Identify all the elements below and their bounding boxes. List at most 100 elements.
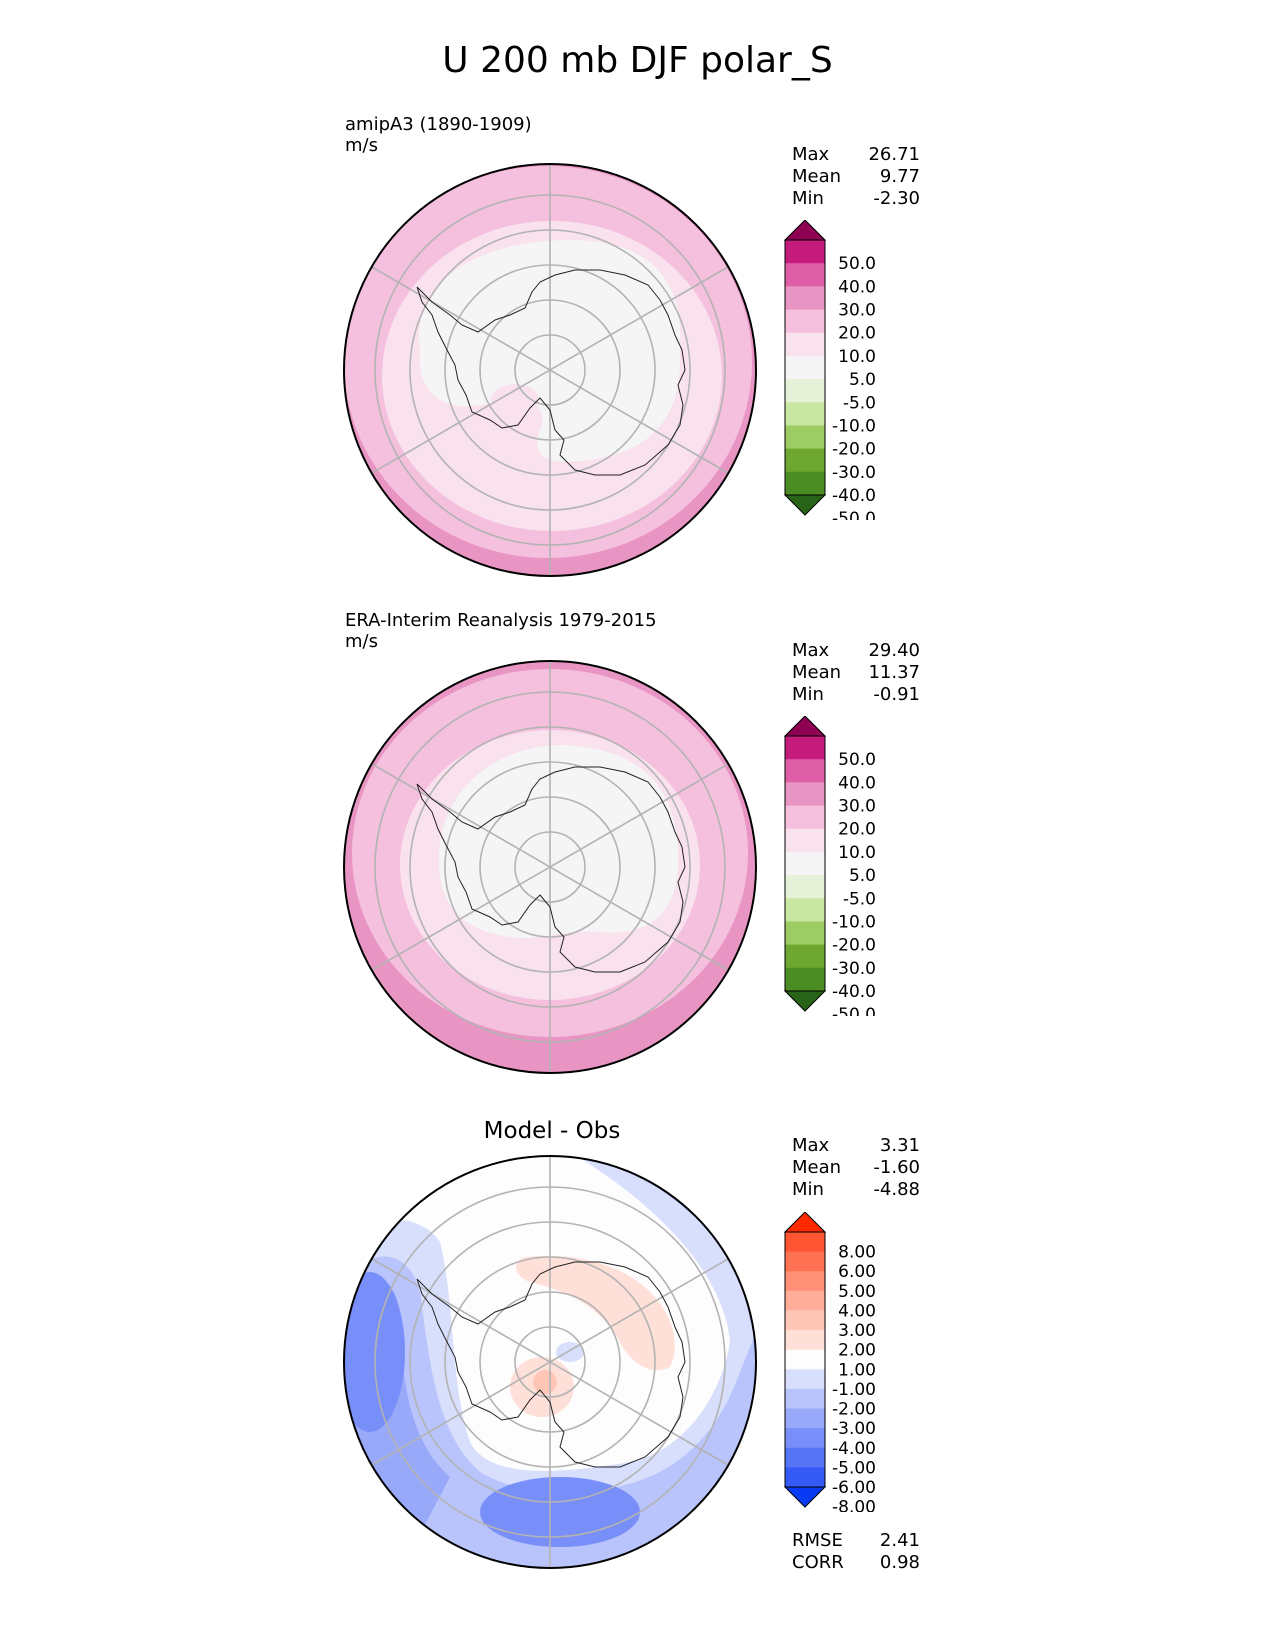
colorbar-extend-bottom (783, 1486, 827, 1508)
colorbar-swatch (785, 1310, 825, 1331)
colorbar-swatch (785, 1349, 825, 1370)
coastline (416, 1261, 686, 1468)
colorbar-tick-label: 5.00 (838, 1282, 876, 1302)
metric-corr: CORR 0.98 (792, 1552, 920, 1574)
colorbar-tick-label: 6.00 (838, 1262, 876, 1282)
stat-max: Max 26.71 (792, 144, 920, 166)
colorbar-swatch (785, 1369, 825, 1390)
colorbar-swatch (785, 875, 825, 899)
stat-label: Mean (792, 166, 842, 187)
colorbar-tick-label: -5.00 (832, 1458, 876, 1478)
colorbar-tick-label: 5.0 (849, 370, 876, 390)
map-gridlines (371, 661, 729, 1073)
colorbar-extend-top (783, 220, 827, 241)
colorbar-swatch (785, 1232, 825, 1253)
stat-value: 26.71 (868, 144, 920, 165)
colorbar-tick-label: -10.0 (832, 912, 876, 932)
panel2-stats: Max 29.40 Mean 11.37 Min -0.91 (792, 640, 920, 706)
panel2-colorbar: 50.0 40.0 30.0 20.0 10.0 5.0 -5.0 -10.0 -20.0 -30… (783, 716, 876, 1016)
stat-mean: Mean 9.77 (792, 166, 920, 188)
map-gridlines (371, 164, 729, 576)
colorbar-swatch (785, 944, 825, 969)
colorbar-swatch (785, 805, 825, 830)
contour-neg4-neg5 (344, 1272, 405, 1432)
panel1-stats: Max 26.71 Mean 9.77 Min -2.30 (792, 144, 920, 210)
colorbar-tick-label: 1.00 (838, 1360, 876, 1380)
colorbar-tick-label: 4.00 (838, 1301, 876, 1321)
colorbar-swatch (785, 332, 825, 357)
panel2-polar-map (343, 660, 757, 1074)
stat-min: Min -4.88 (792, 1179, 920, 1201)
stat-value: 9.77 (879, 166, 920, 187)
colorbar-swatch (785, 898, 825, 922)
colorbar-swatch (785, 448, 825, 473)
coastline (416, 766, 686, 973)
colorbar-swatch (785, 471, 825, 496)
colorbar-tick-label: -5.0 (843, 393, 876, 413)
colorbar-swatch (785, 736, 825, 760)
contour-neg5-5 (438, 745, 679, 939)
colorbar-swatch (785, 240, 825, 264)
panel2-title: ERA-Interim Reanalysis 1979-2015 m/s (345, 610, 657, 652)
panel2-title-text: ERA-Interim Reanalysis 1979-2015 (345, 610, 657, 631)
colorbar-outline (784, 735, 826, 992)
contour-pos1-2 (515, 1255, 675, 1371)
colorbar-tick-label: 20.0 (838, 324, 876, 344)
stat-min: Min -2.30 (792, 188, 920, 210)
panel3-polar-map (343, 1155, 757, 1569)
colorbar-swatch (785, 402, 825, 426)
colorbar-swatch (785, 1447, 825, 1468)
colorbar-tick-label: 30.0 (838, 301, 876, 321)
colorbar-tick-label: 20.0 (838, 820, 876, 840)
colorbar-extend-top (783, 1212, 827, 1233)
contour-5-10-inlet (491, 384, 539, 416)
colorbar-tick-label: -40.0 (832, 982, 876, 1002)
colorbar-tick-label: -4.00 (832, 1439, 876, 1459)
colorbar-outline (784, 239, 826, 496)
stat-mean: Mean 11.37 (792, 662, 920, 684)
stat-min: Min -0.91 (792, 684, 920, 706)
panel1-title-text: amipA3 (1890-1909) (345, 114, 532, 135)
colorbar-swatch (785, 1467, 825, 1488)
colorbar-swatch (785, 782, 825, 807)
colorbar-tick-label: -5.0 (843, 889, 876, 909)
colorbar-extend-bottom (783, 990, 827, 1012)
metric-rmse: RMSE 2.41 (792, 1530, 920, 1552)
colorbar-swatch (785, 1271, 825, 1292)
colorbar-swatch (785, 759, 825, 783)
colorbar-extend-top (783, 716, 827, 737)
stat-label: Max (792, 640, 830, 661)
colorbar-swatch (785, 286, 825, 311)
stat-label: Max (792, 144, 830, 165)
colorbar-swatch (785, 921, 825, 946)
stat-value: -4.88 (873, 1179, 920, 1200)
colorbar-tick-label: -20.0 (832, 936, 876, 956)
colorbar-tick-label: -40.0 (832, 486, 876, 506)
colorbar-swatch (785, 1290, 825, 1311)
colorbar-tick-label: -1.00 (832, 1380, 876, 1400)
colorbar-tick-label: -20.0 (832, 440, 876, 460)
colorbar-tick-label: -8.00 (832, 1498, 876, 1512)
figure-title: U 200 mb DJF polar_S (442, 40, 833, 81)
colorbar-swatch (785, 1408, 825, 1429)
panel3-metrics: RMSE 2.41 CORR 0.98 (792, 1530, 920, 1574)
colorbar-tick-label: -3.00 (832, 1419, 876, 1439)
panel1-colorbar: 50.0 40.0 30.0 20.0 10.0 5.0 -5.0 -10.0 -20.0 -30… (783, 220, 876, 520)
colorbar-swatch (785, 851, 825, 876)
colorbar-tick-label: 30.0 (838, 797, 876, 817)
map-boundary (343, 660, 757, 1074)
colorbar-swatch (785, 1330, 825, 1351)
colorbar-tick-label: 8.00 (838, 1243, 876, 1263)
colorbar-swatch (785, 379, 825, 403)
colorbar-swatch (785, 1428, 825, 1449)
stat-value: -2.30 (873, 188, 920, 209)
panel1-title: amipA3 (1890-1909) m/s (345, 114, 532, 156)
stat-max: Max 3.31 (792, 1135, 920, 1157)
map-boundary (343, 163, 757, 577)
colorbar-tick-label: -6.00 (832, 1478, 876, 1498)
stat-label: Mean (792, 662, 842, 683)
colorbar-tick-label: 3.00 (838, 1321, 876, 1341)
stat-value: 3.31 (879, 1135, 920, 1156)
metric-label: RMSE (792, 1530, 843, 1551)
panel3-stats: Max 3.31 Mean -1.60 Min -4.88 (792, 1135, 920, 1201)
